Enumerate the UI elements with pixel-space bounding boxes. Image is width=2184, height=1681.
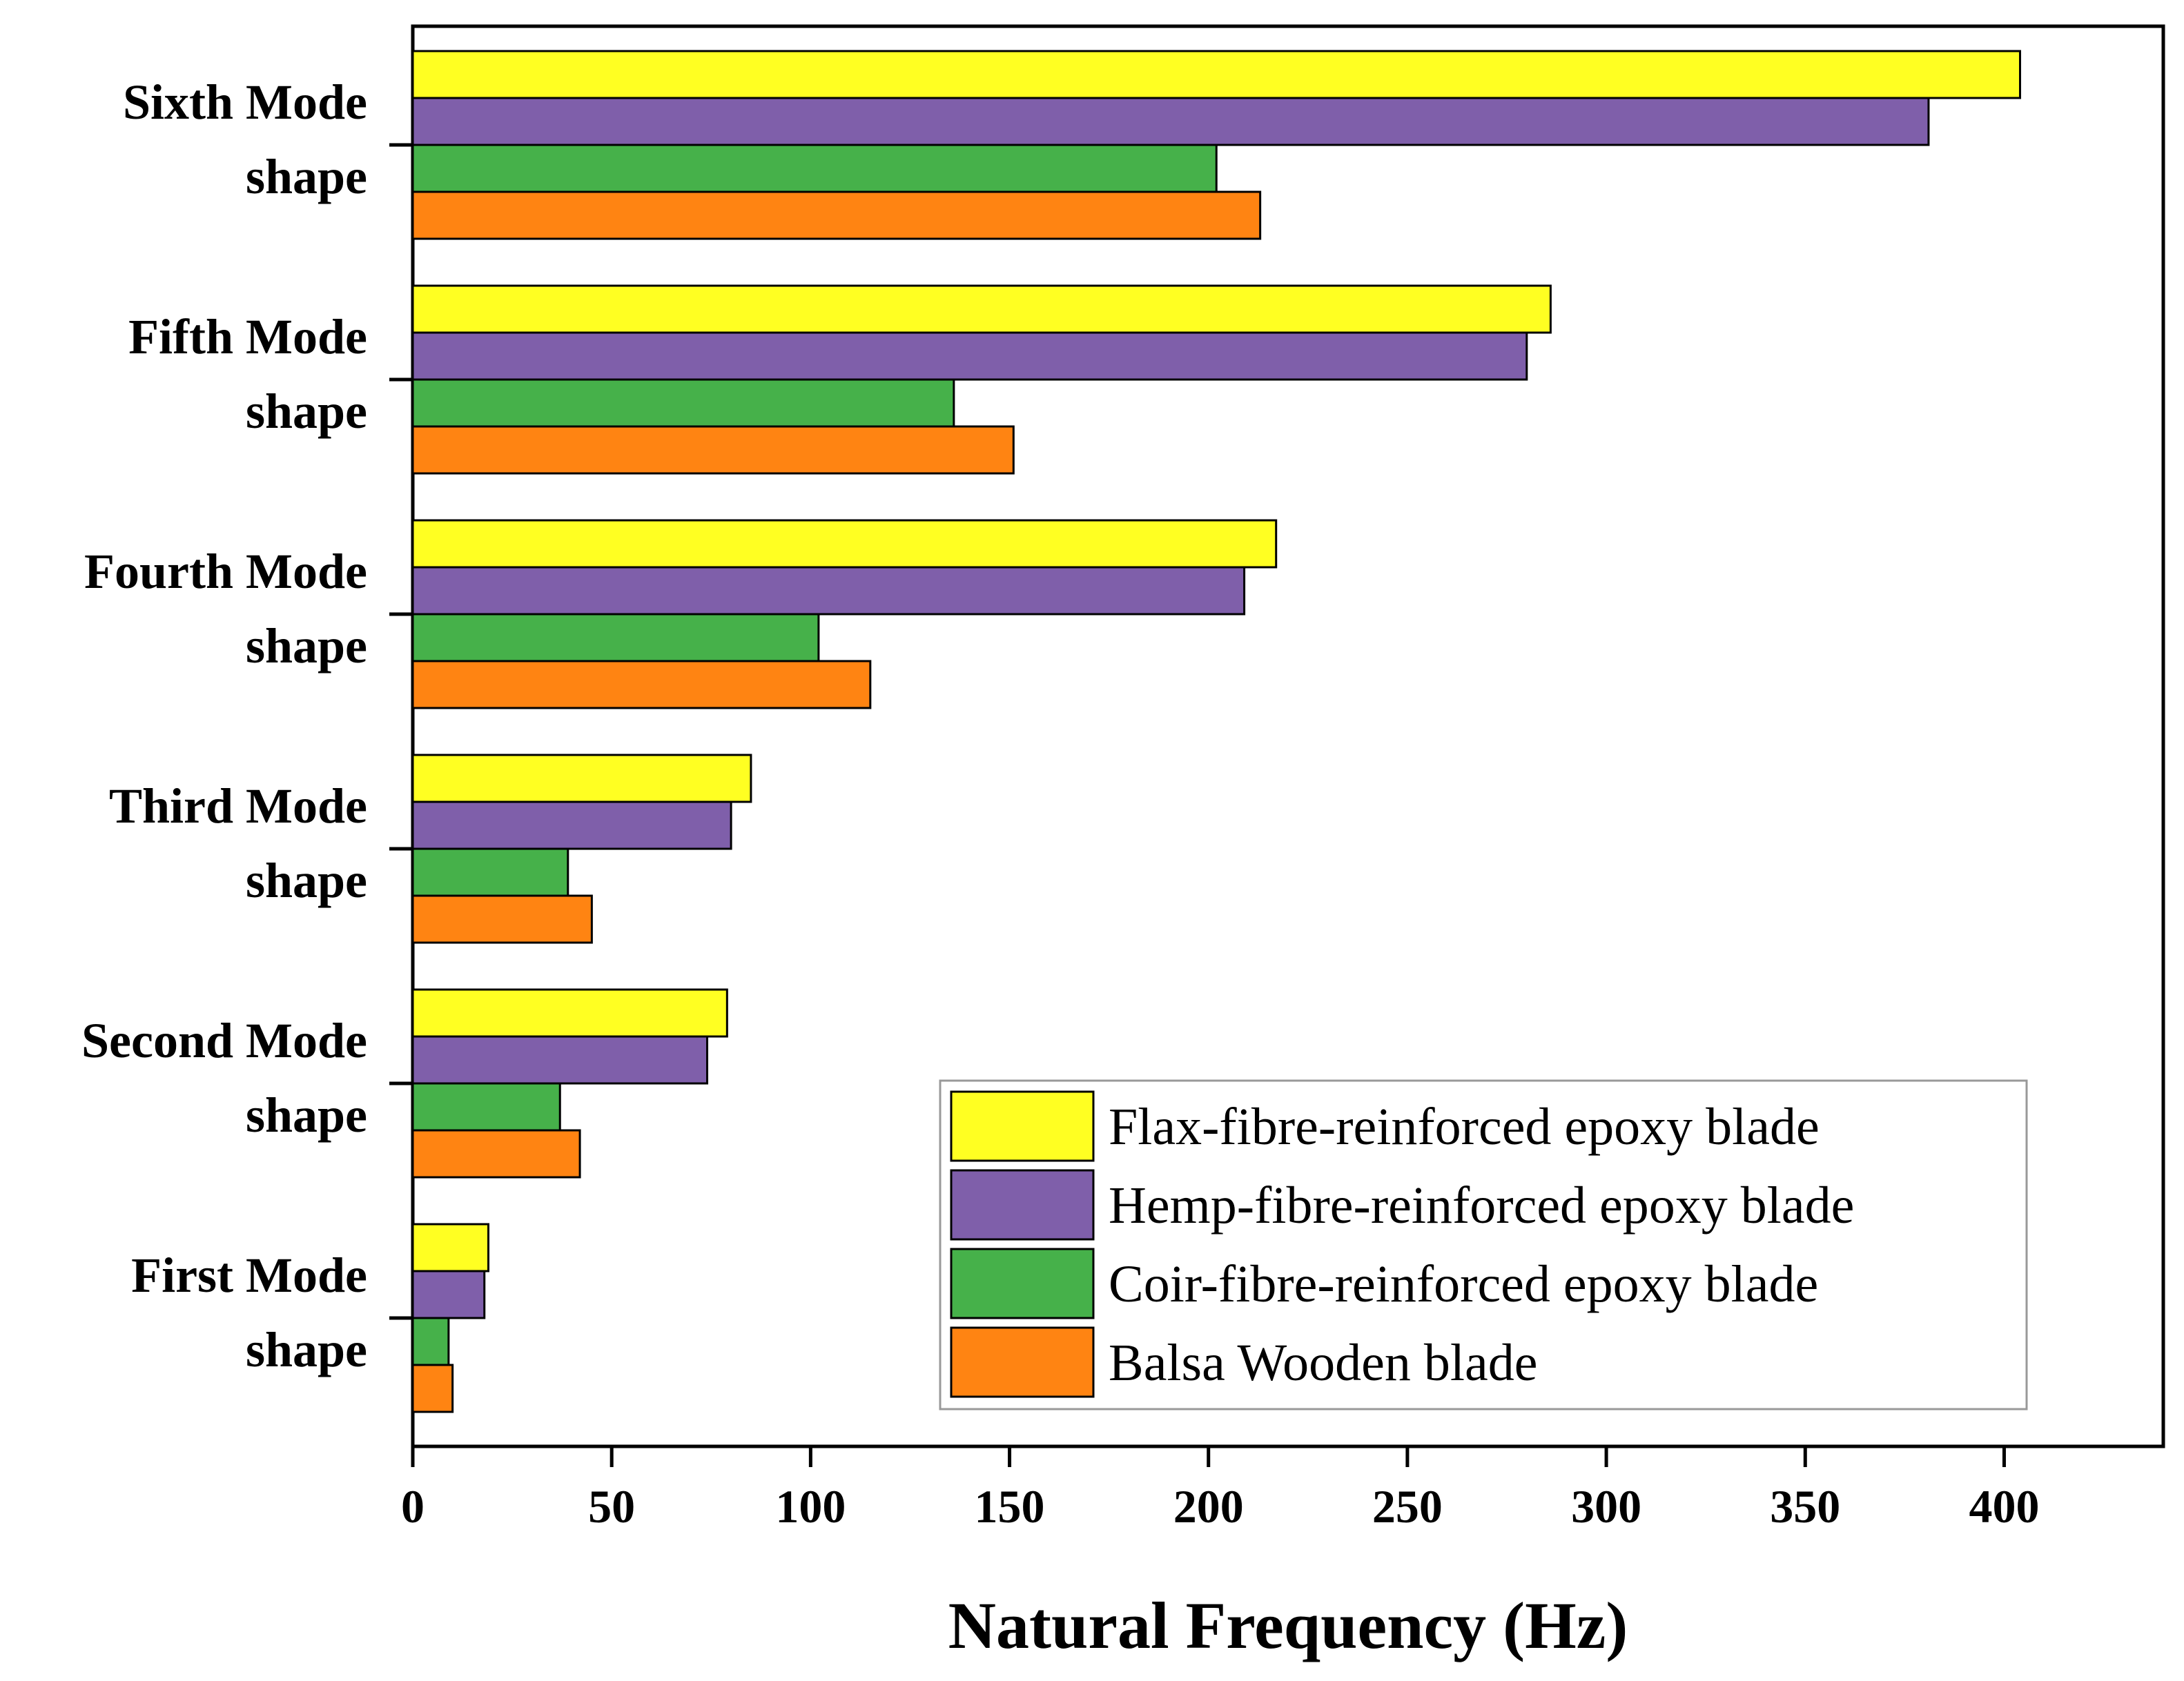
bar-1-4 [411, 190, 1262, 240]
legend-box [939, 1079, 2028, 1410]
bars-layer [411, 50, 2022, 1413]
category-label-line1: Fifth Mode [128, 309, 367, 364]
bar-4-3 [411, 847, 569, 897]
legend-label-1: Flax-fibre-reinforced epoxy blade [1109, 1098, 1820, 1156]
bar-6-4 [411, 1364, 454, 1413]
category-label-line1: Second Mode [81, 1013, 367, 1068]
bar-3-1 [411, 519, 1278, 569]
x-tick-label: 150 [975, 1480, 1045, 1533]
bar-1-3 [411, 144, 1218, 193]
x-tick-label: 100 [775, 1480, 846, 1533]
bar-5-2 [411, 1035, 709, 1085]
x-tick-label: 200 [1173, 1480, 1244, 1533]
legend-swatch-2 [950, 1169, 1095, 1241]
x-tick-label: 50 [588, 1480, 635, 1533]
bar-5-1 [411, 988, 728, 1038]
bar-1-2 [411, 97, 1930, 146]
category-label-line1: Third Mode [109, 778, 367, 834]
bar-4-1 [411, 754, 752, 803]
legend: Flax-fibre-reinforced epoxy blade Hemp-fi… [939, 1079, 2028, 1410]
bar-6-3 [411, 1317, 450, 1366]
x-tick-label: 400 [1969, 1480, 2039, 1533]
legend-label-2: Hemp-fibre-reinforced epoxy blade [1109, 1177, 1854, 1235]
bar-3-3 [411, 613, 820, 662]
x-tick-label: 0 [401, 1480, 425, 1533]
category-label-line1: First Mode [131, 1248, 367, 1303]
category-label-line2: shape [246, 384, 367, 439]
category-label-line2: shape [246, 618, 367, 674]
legend-swatch-4 [950, 1326, 1095, 1398]
bar-5-3 [411, 1082, 561, 1132]
bar-3-2 [411, 566, 1246, 616]
x-axis-ticks [411, 1446, 2006, 1467]
category-label-line1: Sixth Mode [123, 75, 367, 130]
category-label-line2: shape [246, 1088, 367, 1143]
category-label-line2: shape [246, 1322, 367, 1377]
x-axis-title: Natural Frequency (Hz) [948, 1589, 1628, 1662]
x-axis-tick-labels: 0 50 100 150 200 250 300 350 400 [401, 1480, 2039, 1533]
category-label-line2: shape [246, 853, 367, 908]
bar-6-2 [411, 1270, 486, 1319]
legend-label-4: Balsa Wooden blade [1109, 1334, 1537, 1392]
legend-swatch-1 [950, 1090, 1095, 1162]
x-tick-label: 250 [1372, 1480, 1443, 1533]
category-ticks [389, 143, 413, 1320]
bar-2-1 [411, 284, 1552, 334]
x-tick-label: 300 [1571, 1480, 1641, 1533]
bar-2-4 [411, 425, 1015, 475]
bar-1-1 [411, 50, 2022, 99]
x-tick-label: 350 [1770, 1480, 1840, 1533]
bar-6-1 [411, 1223, 490, 1272]
bar-2-3 [411, 378, 955, 428]
category-label-line2: shape [246, 149, 367, 204]
bar-3-4 [411, 660, 872, 709]
bar-4-2 [411, 800, 732, 850]
category-labels: Sixth Mode shape Fifth Mode shape Fourth Mod… [81, 75, 367, 1377]
legend-label-3: Coir-fibre-reinforced epoxy blade [1109, 1255, 1818, 1313]
bar-2-2 [411, 331, 1528, 381]
category-label-line1: Fourth Mode [84, 544, 367, 599]
bar-4-4 [411, 894, 593, 944]
bar-5-4 [411, 1129, 581, 1179]
legend-swatch-3 [950, 1248, 1095, 1319]
